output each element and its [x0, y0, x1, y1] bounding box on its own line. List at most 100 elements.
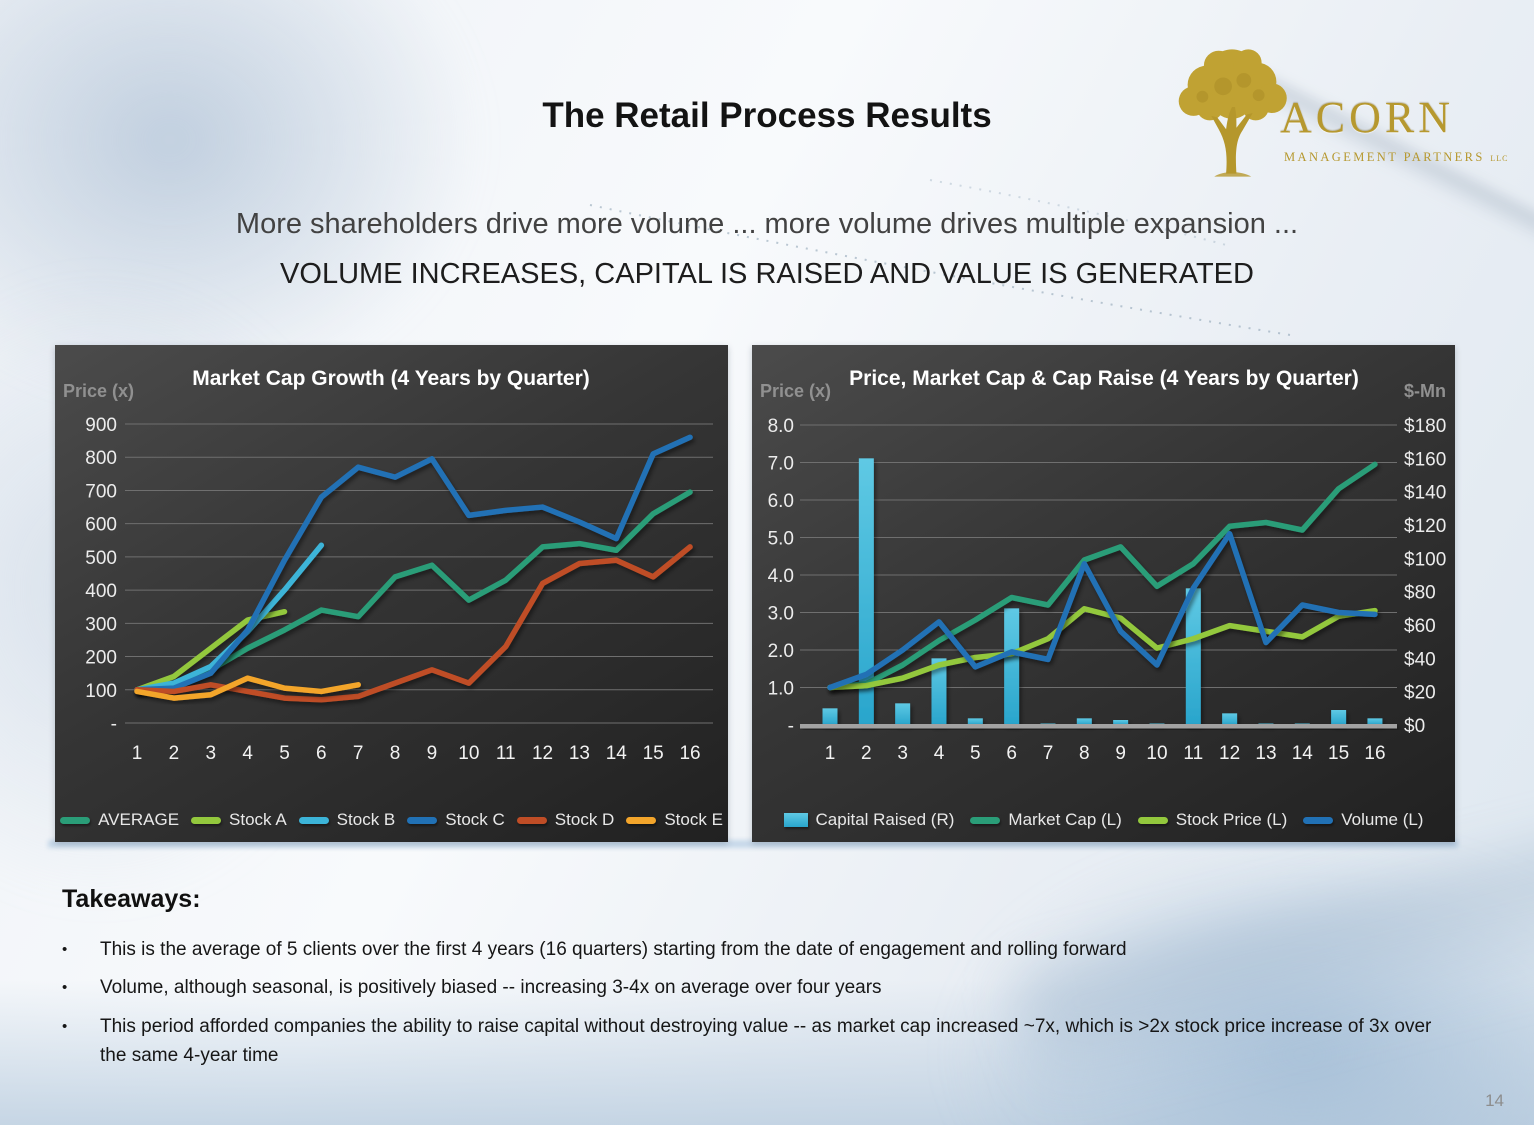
- y-axis-right-tick-label: $40: [1404, 649, 1436, 670]
- capital-raised-bar: [822, 708, 838, 725]
- capital-raised-bar: [931, 658, 947, 725]
- line-series-market-cap-l-: [827, 461, 1378, 691]
- capital-raised-bar: [858, 458, 874, 725]
- legend-item-average: AVERAGE: [60, 810, 179, 830]
- y-axis-tick-label: 6.0: [768, 491, 794, 512]
- legend-bar-swatch: [783, 813, 808, 827]
- x-axis-tick-label: 1: [132, 743, 143, 764]
- logo-wordmark: ACORN: [1280, 93, 1455, 142]
- legend-label: Stock C: [445, 810, 505, 829]
- legend-label: Volume (L): [1341, 810, 1424, 829]
- takeaway-bullet: • Volume, although seasonal, is positivel…: [62, 973, 1454, 1002]
- acorn-logo: ACORN MANAGEMENT PARTNERS LLC: [1158, 36, 1507, 186]
- x-axis-tick-label: 13: [1255, 743, 1276, 764]
- left-axis-label: Price (x): [760, 381, 831, 401]
- line-series-average: [134, 489, 693, 693]
- capital-raised-bar: [1076, 718, 1092, 725]
- x-axis-tick-label: 8: [1079, 743, 1090, 764]
- background-blur-shape: [0, 0, 480, 400]
- legend-label: Stock B: [336, 810, 396, 829]
- x-axis-tick-label: 15: [643, 743, 664, 764]
- y-axis-tick-label: -: [788, 716, 794, 737]
- line-series-volume-l-: [827, 531, 1378, 691]
- x-axis-tick-label: 4: [934, 743, 945, 764]
- x-axis-tick-label: 14: [1292, 743, 1314, 764]
- y-axis-tick-label: 3.0: [768, 604, 794, 625]
- chart-title: Market Cap Growth (4 Years by Quarter): [192, 367, 590, 390]
- x-axis-tick-label: 4: [242, 743, 253, 764]
- capital-raised-bar: [895, 703, 911, 725]
- x-axis-tick-label: 6: [316, 743, 327, 764]
- bullet-marker: •: [62, 1017, 68, 1035]
- subtitle-line-1: More shareholders drive more volume ... …: [235, 208, 1299, 240]
- y-axis-tick-label: -: [111, 714, 117, 735]
- y-axis-tick-label: 8.0: [768, 416, 794, 437]
- logo-llc-suffix: LLC: [1490, 154, 1509, 163]
- tree-icon: [1178, 49, 1287, 177]
- legend-label: Stock D: [554, 810, 615, 829]
- x-axis-tick-label: 8: [390, 743, 401, 764]
- subtitle-line-2: VOLUME INCREASES, CAPITAL IS RAISED AND …: [280, 258, 1254, 290]
- bullet-marker: •: [62, 979, 68, 997]
- y-axis-tick-label: 5.0: [768, 529, 794, 550]
- x-axis-tick-label: 11: [496, 743, 516, 764]
- y-axis-tick-label: 700: [85, 481, 117, 502]
- legend-label: AVERAGE: [98, 810, 180, 829]
- bullet-marker: •: [62, 941, 68, 958]
- x-axis-tick-label: 1: [825, 743, 836, 764]
- x-axis-tick-label: 14: [606, 743, 628, 764]
- x-axis-tick-label: 5: [279, 743, 290, 764]
- line-series-stock-c: [134, 434, 693, 693]
- y-axis-tick-label: 2.0: [768, 641, 794, 662]
- legend-line-swatch: [516, 816, 547, 824]
- x-axis-tick-label: 10: [1146, 743, 1167, 764]
- capital-raised-bar: [1004, 608, 1020, 725]
- y-axis-tick-label: 200: [85, 648, 117, 669]
- legend-label: Market Cap (L): [1008, 810, 1122, 829]
- x-axis-tick-label: 2: [169, 743, 180, 764]
- x-axis-tick-label: 10: [458, 743, 479, 764]
- legend-line-swatch: [1137, 816, 1168, 824]
- y-axis-tick-label: 7.0: [768, 454, 794, 475]
- y-axis-right-tick-label: $60: [1404, 616, 1436, 637]
- y-axis-tick-label: 500: [85, 548, 117, 569]
- bullet-text: This is the average of 5 clients over th…: [100, 939, 1127, 960]
- y-axis-tick-label: 4.0: [768, 566, 794, 587]
- legend-line-swatch: [626, 816, 657, 824]
- y-axis-tick-label: 1.0: [768, 679, 794, 700]
- legend-line-swatch: [1303, 816, 1334, 824]
- capital-raised-bar: [1185, 588, 1201, 725]
- legend-item-stock-d: Stock D: [516, 810, 615, 830]
- capital-raised-bar: [1113, 720, 1129, 725]
- right-axis-label: $-Mn: [1404, 381, 1446, 401]
- y-axis-right-tick-label: $160: [1404, 449, 1446, 470]
- x-axis-tick-label: 6: [1006, 743, 1017, 764]
- price-marketcap-capraise-legend: Capital Raised (R) Market Cap (L) Stock Pr…: [752, 810, 1455, 830]
- x-axis-tick-label: 13: [569, 743, 590, 764]
- x-axis-tick-label: 11: [1183, 743, 1203, 764]
- y-axis-right-tick-label: $100: [1404, 549, 1446, 570]
- legend-line-swatch: [407, 816, 438, 824]
- bullet-text: This period afforded companies the abili…: [100, 1015, 1432, 1067]
- x-axis-tick-label: 3: [205, 743, 216, 764]
- x-axis-tick-label: 12: [1219, 743, 1240, 764]
- x-axis-tick-label: 3: [897, 743, 908, 764]
- takeaway-bullet: • This is the average of 5 clients over t…: [62, 935, 1454, 964]
- legend-item-stock-c: Stock C: [407, 810, 505, 830]
- market-cap-growth-legend: AVERAGE Stock A Stock B Stock C Stock D Stock…: [55, 810, 728, 830]
- y-axis-right-tick-label: $80: [1404, 583, 1436, 604]
- y-axis-tick-label: 100: [85, 681, 117, 702]
- y-axis-tick-label: 800: [85, 448, 117, 469]
- legend-item-capital-raised-r-: Capital Raised (R): [783, 810, 954, 830]
- chart-title: Price, Market Cap & Cap Raise (4 Years b…: [849, 367, 1359, 390]
- price-marketcap-capraise-chart-panel: 8.0 7.0 6.0 5.0 4.0 3.0 2.0 1.0 - $180 $160 $140 $12…: [752, 345, 1455, 842]
- x-axis-tick-label: 7: [1043, 743, 1054, 764]
- left-axis-label: Price (x): [63, 381, 134, 401]
- y-axis-right-tick-label: $0: [1404, 716, 1425, 737]
- x-axis-tick-label: 9: [1115, 743, 1126, 764]
- capital-raised-bar: [967, 718, 983, 725]
- x-axis-tick-label: 7: [353, 743, 364, 764]
- legend-item-volume-l-: Volume (L): [1303, 810, 1423, 830]
- y-axis-right-tick-label: $140: [1404, 483, 1446, 504]
